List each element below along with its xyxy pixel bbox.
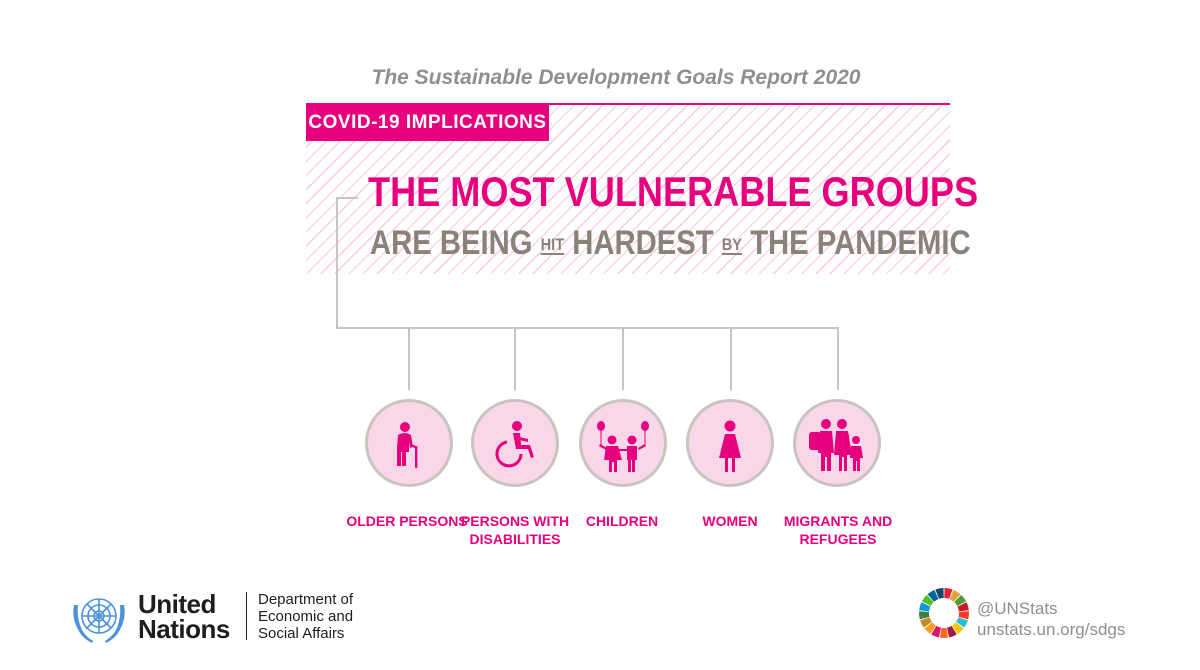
sdg-wheel-segment: [921, 594, 934, 607]
connector-vertical-main: [336, 197, 338, 329]
sdg-wheel-segment: [958, 611, 969, 620]
sdg-wheel-segment: [952, 622, 964, 634]
sdg-wheel-segment: [954, 594, 967, 607]
un-wordmark-line: Nations: [138, 614, 230, 644]
sdg-wheel-segment: [931, 625, 941, 638]
group-label: MIGRANTS AND REFUGEES: [783, 513, 893, 547]
desa-line: Economic and: [258, 608, 354, 625]
migrant-family-icon: [809, 419, 863, 471]
headline-part: THE PANDEMIC: [750, 224, 971, 262]
connector-drop: [514, 327, 516, 390]
headline-small-word: HIT: [540, 235, 565, 254]
un-wordmark-line: United: [138, 589, 216, 619]
group-persons-with-disabilities: [471, 399, 559, 487]
headline-line-2: ARE BEING HIT HARDEST BY THE PANDEMIC: [370, 223, 971, 265]
group-label: OLDER PERSONS: [346, 513, 468, 529]
desa-name: Department of Economic and Social Affair…: [258, 591, 353, 642]
banner-top-rule: [306, 103, 950, 105]
footer-divider: [246, 592, 247, 640]
report-title: The Sustainable Development Goals Report…: [371, 66, 861, 89]
sdg-wheel-segment: [919, 611, 930, 620]
sdg-wheel-segment: [947, 625, 957, 638]
group-label: PERSONS WITH DISABILITIES: [460, 513, 570, 547]
sdg-wheel-segment: [919, 602, 931, 612]
un-wordmark: United Nations: [138, 589, 230, 644]
woman-icon: [719, 420, 741, 472]
sdg-wheel-segment: [944, 588, 953, 599]
older-person-icon: [397, 422, 418, 468]
connector-drop: [730, 327, 732, 390]
wheelchair-icon: [495, 421, 534, 468]
group-migrants-and-refugees: [793, 399, 881, 487]
group-older-persons: [365, 399, 453, 487]
sdg-wheel-icon: [919, 588, 969, 638]
group-label: WOMEN: [702, 513, 758, 529]
connector-top-stub: [336, 197, 358, 199]
children-icon: [597, 421, 649, 472]
headline-part: HARDEST: [572, 224, 714, 262]
sdg-wheel-segment: [924, 622, 936, 634]
connector-drop: [408, 327, 410, 390]
sdg-wheel-segment: [927, 589, 939, 602]
sdg-wheel-segment: [920, 617, 932, 628]
connector-drop: [622, 327, 624, 390]
group-women: [686, 399, 774, 487]
website-link[interactable]: unstats.un.org/sdgs: [977, 620, 1126, 639]
twitter-handle[interactable]: @UNStats: [977, 599, 1058, 618]
connector-horizontal: [336, 327, 839, 329]
sdg-wheel-segment: [935, 588, 944, 599]
sdg-wheel-segment: [949, 589, 961, 602]
sdg-wheel-segment: [956, 617, 968, 628]
connector-drop: [837, 327, 839, 390]
desa-line: Social Affairs: [258, 625, 345, 642]
group-children: [579, 399, 667, 487]
headline-line-1: THE MOST VULNERABLE GROUPS: [368, 168, 979, 215]
sdg-wheel-segment: [939, 627, 949, 638]
desa-line: Department of: [258, 591, 354, 608]
un-emblem-icon: [73, 598, 125, 643]
covid-implications-tag: COVID-19 IMPLICATIONS: [306, 105, 549, 141]
headline-part: ARE BEING: [370, 224, 533, 262]
group-label: CHILDREN: [585, 513, 659, 529]
sdg-wheel-segment: [957, 602, 969, 612]
headline-small-word: BY: [721, 235, 743, 254]
